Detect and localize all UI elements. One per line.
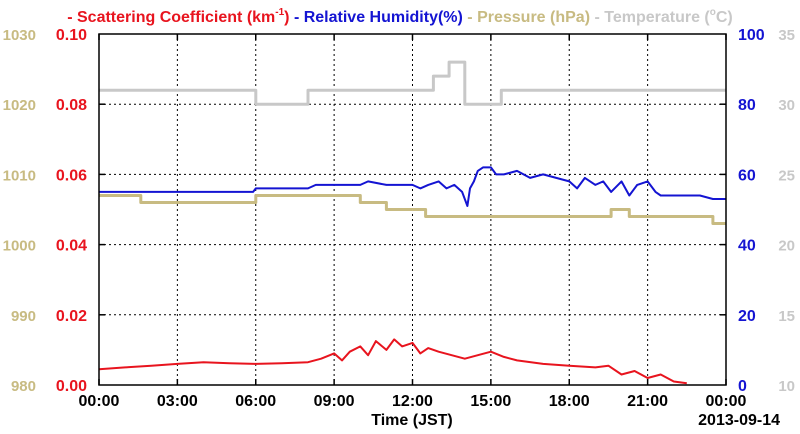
legend-item: - Scattering Coefficient (km xyxy=(67,9,275,26)
y-tick-label-pressure: 980 xyxy=(11,378,36,395)
x-tick-label: 21:00 xyxy=(627,393,668,410)
y-axes: 98099010001010102010300.000.020.040.060.… xyxy=(3,27,795,395)
y-tick-label-temperature: 15 xyxy=(778,308,795,325)
series-line-temperature xyxy=(99,60,726,106)
legend-item: - Relative Humidity(%) xyxy=(290,9,463,26)
y-tick-label-scattering: 0.04 xyxy=(56,238,87,255)
series-line-relative-humidity xyxy=(99,166,726,207)
y-tick-label-humidity: 20 xyxy=(738,308,756,325)
legend-item: - Temperature ( xyxy=(590,9,710,26)
y-tick-label-humidity: 60 xyxy=(738,167,756,184)
x-tick-label: 18:00 xyxy=(549,393,590,410)
legend-suffix: ) xyxy=(284,9,289,26)
y-tick-label-pressure: 1000 xyxy=(3,238,36,255)
date-label: 2013-09-14 xyxy=(698,412,780,429)
y-tick-label-pressure: 990 xyxy=(11,308,36,325)
legend-superscript: o xyxy=(710,7,716,18)
y-tick-label-humidity: 100 xyxy=(738,27,765,44)
legend-text: - Scattering Coefficient (km-1) - Relati… xyxy=(67,7,733,26)
y-tick-label-humidity: 40 xyxy=(738,238,756,255)
x-tick-label: 00:00 xyxy=(79,393,120,410)
x-tick-label: 12:00 xyxy=(392,393,433,410)
y-tick-label-scattering: 0.00 xyxy=(56,378,87,395)
series-line-scattering-coefficient xyxy=(98,338,687,385)
y-tick-label-temperature: 10 xyxy=(778,378,795,395)
series-line-pressure xyxy=(99,194,726,225)
y-tick-label-scattering: 0.10 xyxy=(56,27,87,44)
y-tick-label-humidity: 80 xyxy=(738,97,756,114)
x-tick-label: 03:00 xyxy=(157,393,198,410)
y-tick-label-temperature: 20 xyxy=(778,238,795,255)
x-axis: 00:00 03:00 06:00 09:00 12:00 15:00 18:00 21:00… xyxy=(79,34,747,410)
y-tick-label-temperature: 35 xyxy=(778,27,795,44)
y-tick-label-temperature: 25 xyxy=(778,167,795,184)
x-tick-label: 00:00 xyxy=(706,393,747,410)
series-layer xyxy=(98,60,726,385)
y-tick-label-scattering: 0.06 xyxy=(56,167,87,184)
y-tick-label-scattering: 0.02 xyxy=(56,308,87,325)
legend-item: - Pressure (hPa) xyxy=(463,9,590,26)
legend: - Scattering Coefficient (km-1) - Relati… xyxy=(67,7,733,26)
y-tick-label-scattering: 0.08 xyxy=(56,97,87,114)
x-tick-label: 09:00 xyxy=(314,393,355,410)
x-axis-label: Time (JST) xyxy=(371,412,453,429)
y-tick-label-pressure: 1020 xyxy=(3,97,36,114)
legend-superscript: -1 xyxy=(275,7,284,18)
y-tick-label-pressure: 1010 xyxy=(3,167,36,184)
y-tick-label-temperature: 30 xyxy=(778,97,795,114)
x-tick-label: 15:00 xyxy=(470,393,511,410)
x-tick-label: 06:00 xyxy=(235,393,276,410)
y-tick-label-pressure: 1030 xyxy=(3,27,36,44)
y-tick-label-humidity: 0 xyxy=(738,378,747,395)
legend-suffix: C) xyxy=(716,9,733,26)
